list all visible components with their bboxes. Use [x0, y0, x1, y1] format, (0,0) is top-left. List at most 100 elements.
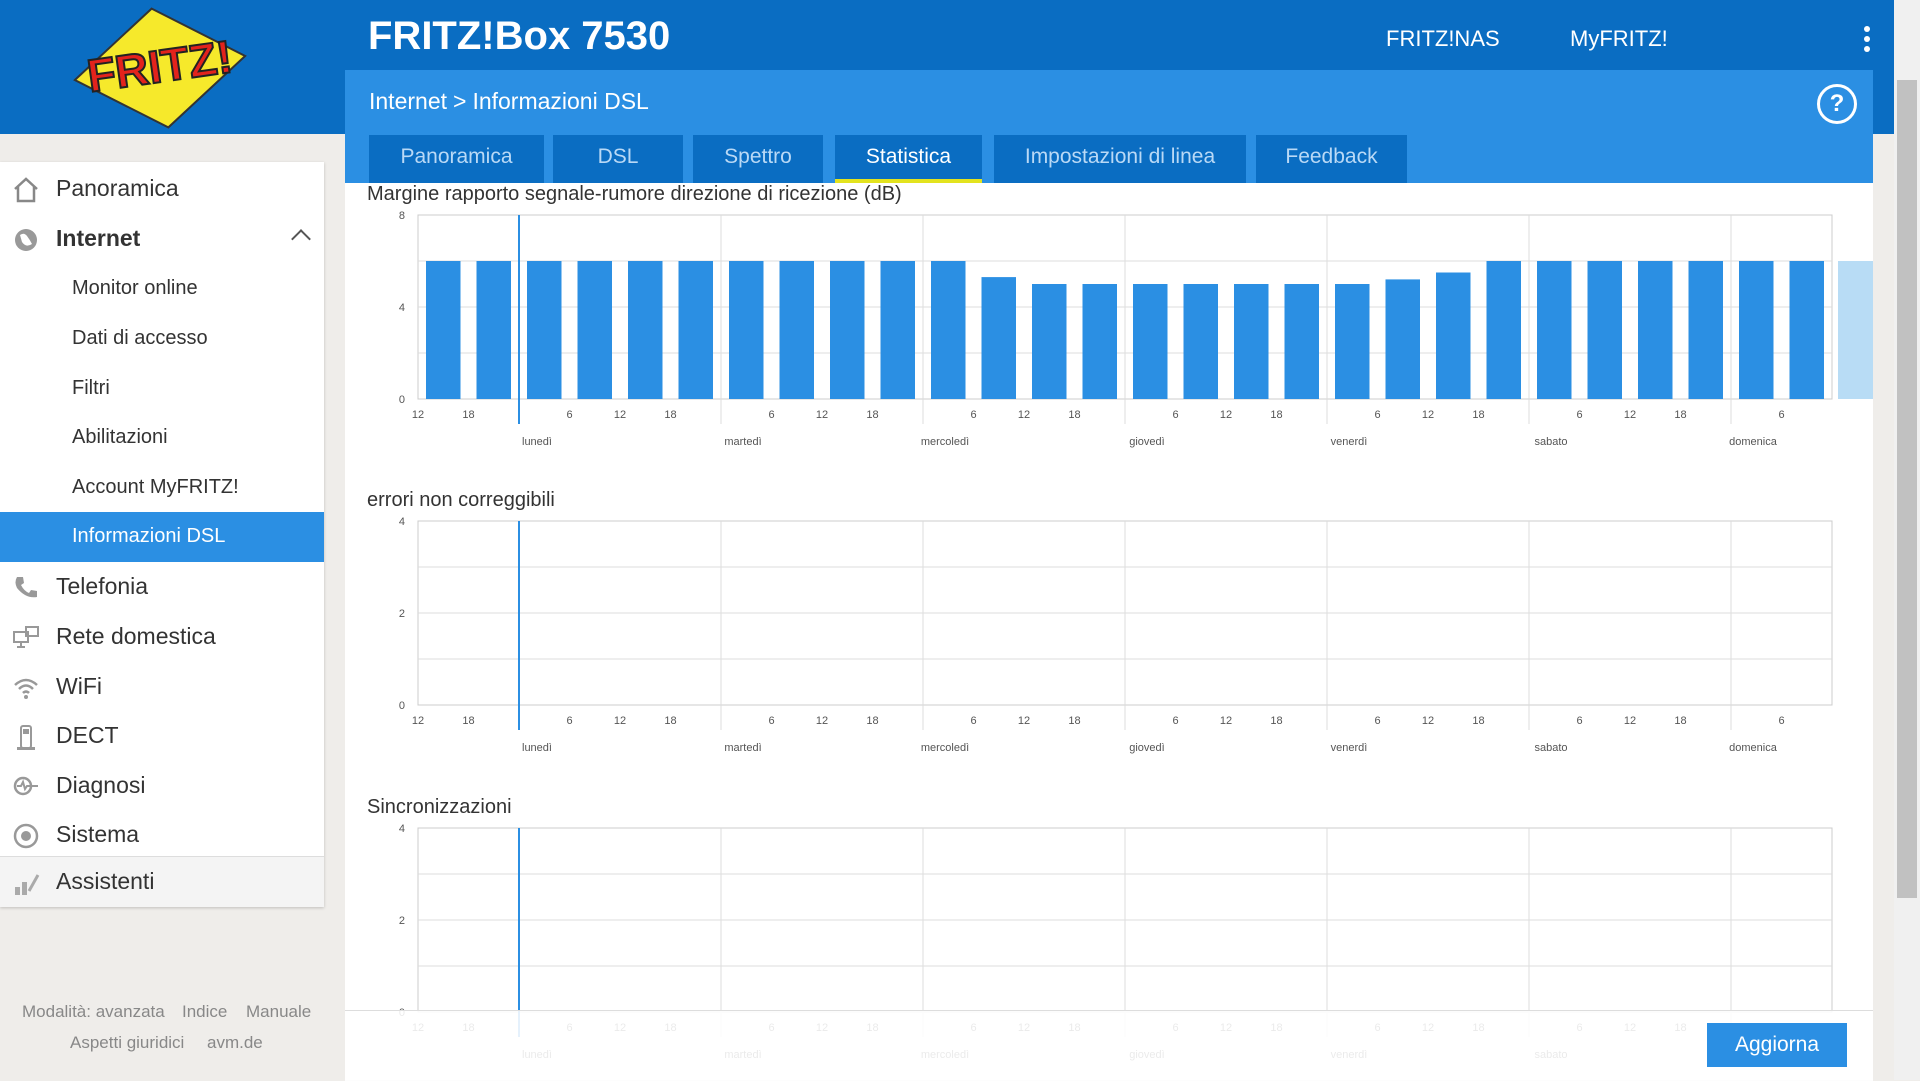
x-tick-label: 6 [1374, 409, 1380, 421]
sidebar-item-telefonia[interactable]: Telefonia [0, 562, 324, 612]
breadcrumb-bar: Internet > Informazioni DSL ? Panoramica D… [345, 70, 1873, 183]
sidebar-item-label: Dati di accesso [72, 327, 208, 349]
x-day-label: venerdì [1331, 436, 1368, 448]
tab-impostazioni-di-linea[interactable]: Impostazioni di linea [994, 135, 1246, 183]
sidebar-item-abilitazioni[interactable]: Abilitazioni [0, 413, 324, 463]
uncorrectable-errors-chart: 0 2 4 12 18 6 12 18 6 12 18 6 12 18 6 12 18 6 12 18 6 12 18 6 lu… [399, 516, 1833, 754]
sidebar-item-rete-domestica[interactable]: Rete domestica [0, 612, 324, 662]
sidebar-item-label: Monitor online [72, 277, 198, 299]
home-icon [14, 177, 38, 203]
x-tick-label: 18 [1472, 715, 1484, 727]
tab-panoramica[interactable]: Panoramica [369, 135, 544, 183]
y-tick-label: 0 [399, 700, 405, 712]
footer-manual-link[interactable]: Manuale [246, 1002, 312, 1021]
chart-bar [1587, 261, 1622, 399]
sidebar-item-internet[interactable]: Internet [0, 214, 324, 264]
system-icon [13, 823, 39, 849]
x-tick-label: 12 [614, 715, 626, 727]
sidebar-item-assistenti[interactable]: Assistenti [0, 856, 324, 907]
tab-spettro[interactable]: Spettro [693, 135, 823, 183]
sidebar-item-label: Panoramica [56, 175, 179, 201]
x-tick-label: 12 [1018, 409, 1030, 421]
help-icon[interactable]: ? [1817, 84, 1857, 124]
footer-legal-link[interactable]: Aspetti giuridici [70, 1033, 185, 1052]
x-tick-label: 6 [1778, 715, 1784, 727]
chart-bar [880, 261, 915, 399]
phone-icon [15, 577, 37, 598]
x-tick-label: 12 [1220, 715, 1232, 727]
chart-bar [931, 261, 966, 399]
bottom-action-bar: Aggiorna [345, 1010, 1873, 1081]
sidebar-item-filtri[interactable]: Filtri [0, 364, 324, 414]
chart-bar [830, 261, 865, 399]
x-day-label: sabato [1534, 436, 1567, 448]
snr-margin-chart: 0 4 8 12 18 6 12 18 6 12 18 6 12 18 6 12 18 6 12 18 6 12 18 6 lu… [399, 210, 1873, 448]
x-tick-label: 12 [1422, 715, 1434, 727]
x-tick-label: 6 [1576, 715, 1582, 727]
footer-site-link[interactable]: avm.de [207, 1033, 263, 1052]
x-tick-label: 18 [1674, 715, 1686, 727]
x-day-label: lunedì [522, 742, 552, 754]
chart-bar [729, 261, 764, 399]
chart-bar [1638, 261, 1673, 399]
sidebar-item-sistema[interactable]: Sistema [0, 810, 324, 860]
x-tick-label: 18 [664, 715, 676, 727]
x-day-label: martedì [724, 436, 761, 448]
logo-text: FRITZ! [84, 30, 235, 102]
wifi-icon [14, 678, 38, 699]
x-tick-label: 6 [1778, 409, 1784, 421]
x-tick-label: 18 [866, 409, 878, 421]
x-day-label: mercoledì [921, 436, 969, 448]
x-tick-label: 6 [970, 715, 976, 727]
fritznas-link[interactable]: FRITZ!NAS [1386, 26, 1500, 51]
chart-bar-current [1838, 261, 1873, 399]
refresh-button[interactable]: Aggiorna [1707, 1023, 1847, 1067]
chart-bar [577, 261, 612, 399]
sidebar-item-label: Internet [56, 225, 141, 251]
scrollbar-thumb[interactable] [1897, 80, 1917, 898]
x-tick-label: 12 [412, 409, 424, 421]
x-tick-label: 18 [1270, 409, 1282, 421]
sidebar-item-diagnosi[interactable]: Diagnosi [0, 761, 324, 811]
sidebar-item-informazioni-dsl[interactable]: Informazioni DSL [0, 512, 324, 562]
sidebar: Panoramica Internet Monitor online Dati … [0, 162, 324, 907]
y-tick-label: 4 [399, 516, 405, 528]
x-day-label: domenica [1729, 742, 1778, 754]
y-tick-label: 2 [399, 915, 405, 927]
x-tick-label: 6 [970, 409, 976, 421]
x-tick-label: 12 [1018, 715, 1030, 727]
x-tick-label: 12 [816, 715, 828, 727]
chevron-up-icon[interactable] [291, 229, 311, 249]
x-day-label: giovedì [1129, 742, 1164, 754]
x-tick-label: 18 [664, 409, 676, 421]
y-tick-label: 4 [399, 823, 405, 835]
x-tick-label: 12 [1422, 409, 1434, 421]
kebab-menu-icon[interactable] [1860, 26, 1874, 56]
tab-dsl[interactable]: DSL [553, 135, 683, 183]
x-tick-label: 18 [1674, 409, 1686, 421]
chart-bar [1133, 284, 1168, 399]
sidebar-item-dect[interactable]: DECT [0, 711, 324, 761]
sidebar-item-monitor-online[interactable]: Monitor online [0, 264, 324, 314]
sidebar-item-panoramica[interactable]: Panoramica [0, 164, 324, 214]
fritz-logo[interactable]: FRITZ! [70, 6, 250, 130]
footer-index-link[interactable]: Indice [182, 1002, 228, 1021]
sidebar-item-label: Filtri [72, 377, 110, 399]
x-tick-label: 12 [816, 409, 828, 421]
sidebar-item-dati-di-accesso[interactable]: Dati di accesso [0, 314, 324, 364]
footer-mode-link[interactable]: Modalità: avanzata [22, 1002, 165, 1021]
y-tick-label: 0 [399, 394, 405, 406]
chart-bar [628, 261, 663, 399]
x-day-label: giovedì [1129, 436, 1164, 448]
x-tick-label: 6 [566, 715, 572, 727]
breadcrumb-parent[interactable]: Internet [369, 88, 447, 114]
sidebar-item-account-myfritz[interactable]: Account MyFRITZ! [0, 463, 324, 513]
x-tick-label: 6 [1172, 409, 1178, 421]
tab-statistica[interactable]: Statistica [835, 135, 982, 183]
myfritz-link[interactable]: MyFRITZ! [1570, 26, 1668, 51]
x-tick-label: 12 [614, 409, 626, 421]
chart-bar [476, 261, 511, 399]
x-tick-label: 18 [462, 715, 474, 727]
sidebar-item-wifi[interactable]: WiFi [0, 662, 324, 712]
tab-feedback[interactable]: Feedback [1256, 135, 1407, 183]
